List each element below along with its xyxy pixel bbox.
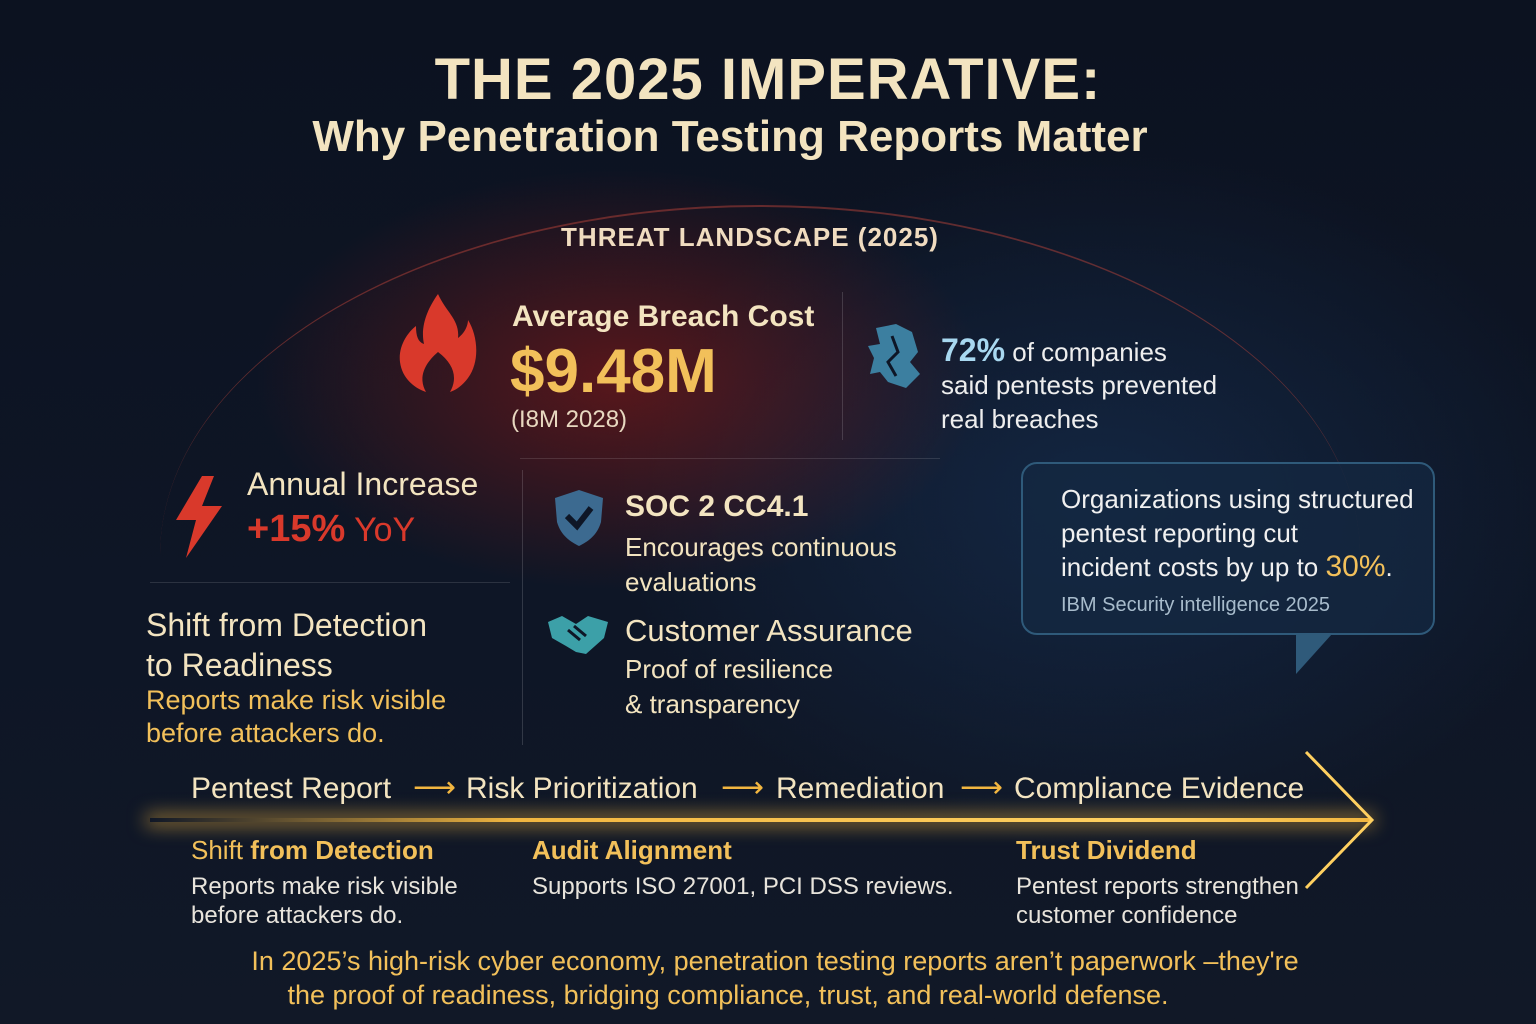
- benefit-audit: Audit Alignment Supports ISO 27001, PCI …: [532, 835, 954, 900]
- handshake-icon: [548, 616, 608, 654]
- callout-text: Organizations using structured pentest re…: [1061, 484, 1414, 583]
- shift-body: Reports make risk visible before attacker…: [146, 685, 447, 748]
- arc-divider: [160, 205, 1360, 905]
- flow-step: Remediation: [776, 772, 945, 805]
- divider: [842, 292, 843, 440]
- main-title: THE 2025 IMPERATIVE:: [434, 47, 1102, 112]
- breach-value: $9.48M: [510, 337, 717, 406]
- arrow-icon: ⟶: [413, 771, 457, 804]
- broken-shield-icon: [868, 324, 920, 388]
- section-label: THREAT LANDSCAPE (2025): [561, 222, 939, 252]
- shield-check-icon: [555, 490, 603, 546]
- breach-source: (I8M 2028): [511, 406, 628, 433]
- footer-line: In 2025’s high-risk cyber economy, penet…: [251, 946, 1299, 976]
- shift-title: Shift from Detection to Readiness: [146, 607, 427, 683]
- flow-step: Compliance Evidence: [1014, 772, 1305, 805]
- footer-line: the proof of readiness, bridging complia…: [287, 980, 1169, 1010]
- flow-step: Risk Prioritization: [466, 772, 698, 805]
- lightning-icon: [176, 476, 222, 558]
- divider: [520, 458, 940, 459]
- flow-line: [150, 818, 1370, 822]
- assurance-body: Proof of resilience & transparency: [625, 654, 834, 719]
- assurance-title: Customer Assurance: [625, 613, 913, 648]
- chevron-right-icon: [1304, 750, 1375, 890]
- flame-icon: [399, 294, 477, 392]
- arrow-icon: ⟶: [960, 771, 1004, 804]
- increase-label: Annual Increase: [247, 466, 479, 502]
- arrow-icon: ⟶: [721, 771, 765, 804]
- main-subtitle: Why Penetration Testing Reports Matter: [312, 112, 1148, 161]
- divider: [522, 470, 523, 745]
- prevented-stat: 72% of companies: [941, 332, 1167, 368]
- increase-value: +15% YoY: [247, 508, 416, 550]
- callout-source: IBM Security intelligence 2025: [1061, 594, 1331, 616]
- soc-title: SOC 2 CC4.1: [625, 490, 809, 523]
- soc-body: Encourages continuous evaluations: [625, 532, 897, 597]
- prevented-line: said pentests prevented: [941, 370, 1218, 400]
- benefit-trust: Trust Dividend Pentest reports strengthe…: [1016, 835, 1299, 929]
- benefit-detection: Shift from Detection Reports make risk v…: [191, 835, 458, 929]
- divider: [150, 582, 510, 583]
- callout-tail: [1296, 634, 1332, 674]
- callout-bubble: Organizations using structured pentest re…: [1021, 462, 1435, 635]
- breach-label: Average Breach Cost: [512, 300, 815, 333]
- flow-step: Pentest Report: [191, 772, 392, 805]
- prevented-line: real breaches: [941, 404, 1099, 434]
